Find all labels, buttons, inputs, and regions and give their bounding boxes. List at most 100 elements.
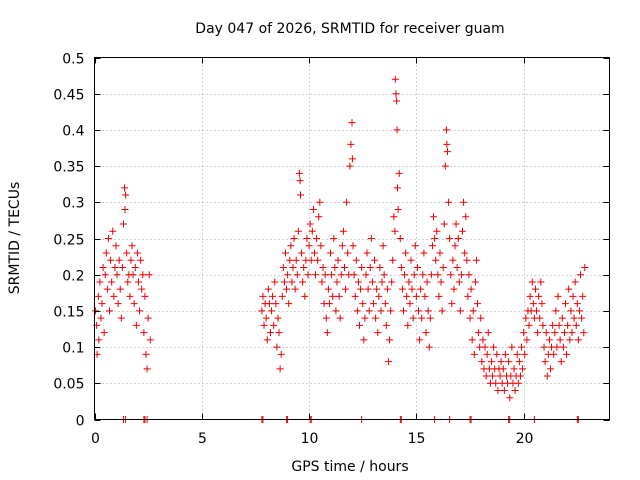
data-point	[573, 300, 581, 308]
data-point	[403, 292, 411, 300]
data-point	[369, 300, 377, 308]
data-point	[336, 314, 344, 322]
plot-frame	[94, 57, 610, 420]
data-point	[284, 271, 292, 279]
data-point	[139, 271, 147, 279]
data-point	[397, 263, 405, 271]
data-point	[542, 329, 550, 337]
data-point	[264, 285, 272, 293]
data-point	[121, 184, 129, 192]
data-point	[469, 307, 477, 315]
data-point	[299, 278, 307, 286]
data-point	[106, 307, 114, 315]
data-point	[528, 278, 536, 286]
data-point	[539, 321, 547, 329]
data-point	[131, 263, 139, 271]
data-point	[570, 314, 578, 322]
data-point	[281, 249, 289, 257]
data-point	[577, 271, 585, 279]
data-point	[439, 263, 447, 271]
y-tick-label: 0.25	[53, 233, 84, 249]
data-point	[558, 314, 566, 322]
data-point	[393, 126, 401, 134]
data-point	[327, 249, 335, 257]
data-point	[315, 213, 323, 221]
data-point	[462, 213, 470, 221]
data-point	[455, 278, 463, 286]
data-point	[357, 285, 365, 293]
data-point	[581, 263, 589, 271]
x-tick-label: 0	[91, 431, 100, 447]
data-point	[362, 271, 370, 279]
data-point	[372, 314, 380, 322]
data-point	[126, 292, 134, 300]
data-point	[339, 227, 347, 235]
data-point	[292, 256, 300, 264]
data-point	[287, 242, 295, 250]
data-point	[401, 271, 409, 279]
data-point	[358, 263, 366, 271]
data-point	[258, 307, 266, 315]
data-point	[331, 263, 339, 271]
data-point	[446, 235, 454, 242]
data-point	[409, 314, 417, 322]
data-point	[393, 184, 401, 192]
data-point	[549, 321, 557, 329]
data-point	[346, 162, 354, 170]
y-tick-label: 0.4	[62, 124, 84, 140]
data-point	[545, 336, 553, 344]
data-point	[332, 307, 340, 315]
data-point	[484, 329, 492, 337]
data-point	[441, 162, 449, 170]
data-point	[407, 256, 415, 264]
data-point	[122, 191, 130, 199]
data-point	[285, 300, 293, 308]
data-point	[554, 292, 562, 300]
data-point	[375, 292, 383, 300]
data-point	[367, 235, 375, 242]
data-point	[322, 314, 330, 322]
data-point	[333, 278, 341, 286]
data-point	[442, 126, 450, 134]
data-point	[117, 314, 125, 322]
data-point	[363, 249, 371, 257]
data-point	[118, 263, 126, 271]
data-point	[388, 278, 396, 286]
data-point	[351, 292, 359, 300]
data-point	[566, 336, 574, 344]
data-point	[304, 271, 312, 279]
data-point	[448, 300, 456, 308]
data-point	[260, 321, 268, 329]
data-point	[408, 285, 416, 293]
data-point	[340, 263, 348, 271]
data-point	[382, 321, 390, 329]
data-point	[99, 263, 107, 271]
data-point	[377, 307, 385, 315]
data-point	[277, 350, 285, 358]
data-point	[437, 278, 445, 286]
data-point	[378, 278, 386, 286]
data-point	[470, 350, 478, 358]
data-point	[519, 365, 527, 373]
data-point	[447, 271, 455, 279]
data-point	[425, 343, 433, 351]
data-point	[518, 343, 526, 351]
data-point	[523, 336, 531, 344]
data-point	[305, 242, 313, 250]
data-point	[481, 343, 489, 351]
data-point	[330, 235, 338, 242]
data-point	[366, 263, 374, 271]
data-point	[111, 263, 119, 271]
data-point	[307, 256, 315, 264]
data-point	[101, 271, 109, 279]
data-point	[440, 220, 448, 228]
data-point	[268, 307, 276, 315]
data-point	[132, 321, 140, 329]
data-point	[433, 227, 441, 235]
data-point	[427, 271, 435, 279]
data-point	[94, 292, 102, 300]
data-point	[565, 285, 573, 293]
data-point	[526, 292, 534, 300]
data-point	[575, 307, 583, 315]
data-point	[109, 227, 117, 235]
